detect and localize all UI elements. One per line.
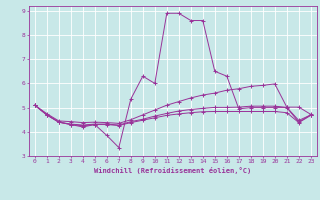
X-axis label: Windchill (Refroidissement éolien,°C): Windchill (Refroidissement éolien,°C) bbox=[94, 167, 252, 174]
